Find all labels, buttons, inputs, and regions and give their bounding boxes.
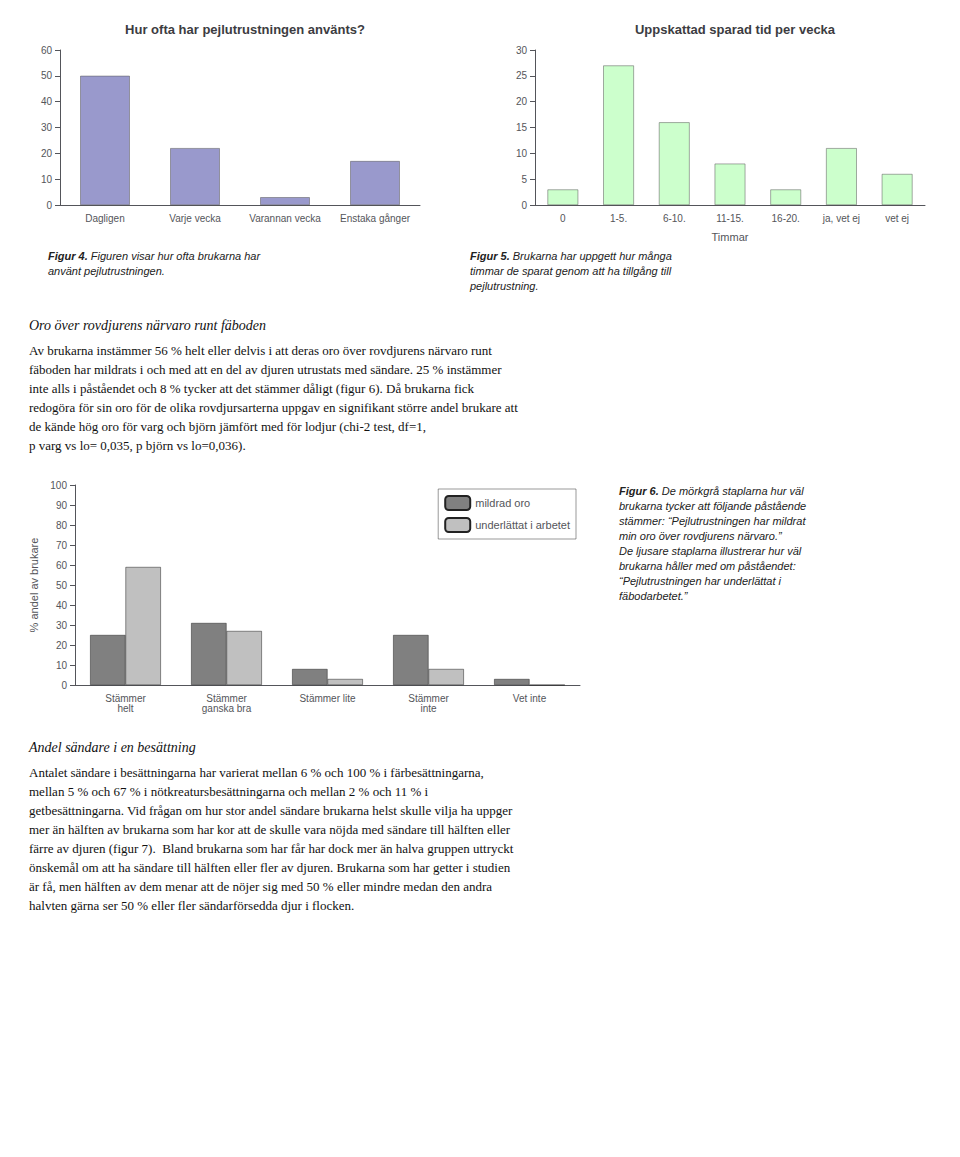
svg-text:fäbodarbetet.”: fäbodarbetet.” [619, 590, 689, 602]
svg-text:Figur 4.: Figur 4. [48, 250, 88, 262]
svg-text:mellan 5 % och 67 % i nötkreat: mellan 5 % och 67 % i nötkreatursbesättn… [29, 784, 429, 799]
svg-text:mer än hälften av brukarna som: mer än hälften av brukarna som har kor a… [29, 822, 511, 837]
svg-text:Dagligen: Dagligen [85, 213, 124, 224]
svg-text:stämmer: “Pejlutrustningen har: stämmer: “Pejlutrustningen har mildrat [619, 515, 806, 527]
svg-text:Varannan vecka: Varannan vecka [249, 213, 321, 224]
svg-text:% andel av brukare: % andel av brukare [28, 538, 40, 633]
svg-text:10: 10 [41, 174, 53, 185]
svg-text:önskemål om att ha sändare til: önskemål om att ha sändare till hälften … [29, 860, 511, 875]
svg-text:mildrad oro: mildrad oro [475, 497, 530, 509]
svg-text:fäboden har mildrats i och med: fäboden har mildrats i och med att en de… [29, 362, 502, 377]
svg-text:Oro över rovdjurens närvaro ru: Oro över rovdjurens närvaro runt fäboden [29, 318, 266, 333]
svg-text:10: 10 [516, 148, 528, 159]
svg-text:inte: inte [420, 703, 437, 714]
svg-text:60: 60 [56, 560, 68, 571]
svg-text:Stämmer: Stämmer [206, 692, 247, 704]
svg-text:Timmar: Timmar [712, 231, 749, 243]
svg-text:0: 0 [560, 213, 566, 224]
svg-text:Stämmer lite: Stämmer lite [299, 693, 356, 704]
svg-text:ja, vet ej: ja, vet ej [822, 213, 860, 224]
svg-text:brukarna håller med om påståen: brukarna håller med om påståendet: [619, 560, 796, 572]
svg-text:16-20.: 16-20. [772, 213, 800, 224]
svg-text:getbesättningarna. Vid frågan: getbesättningarna. Vid frågan om hur sto… [29, 803, 513, 818]
svg-text:brukarna tycker att följande p: brukarna tycker att följande påstående [619, 500, 806, 512]
svg-text:60: 60 [41, 45, 53, 56]
svg-text:De ljusare staplarna illustrer: De ljusare staplarna illustrerar hur väl [619, 545, 802, 557]
svg-text:0: 0 [46, 200, 52, 211]
svg-text:färre av djuren (figur 7). Bl: färre av djuren (figur 7). Bland brukarn… [29, 841, 514, 856]
svg-text:70: 70 [56, 540, 68, 551]
svg-text:1-5.: 1-5. [610, 213, 627, 224]
svg-text:6-10.: 6-10. [663, 213, 686, 224]
svg-text:100: 100 [50, 480, 67, 491]
svg-text:“Pejlutrustningen har underlät: “Pejlutrustningen har underlättat i [619, 575, 782, 587]
svg-text:30: 30 [41, 122, 53, 133]
svg-text:11-15.: 11-15. [716, 213, 744, 224]
svg-text:25: 25 [516, 70, 528, 81]
svg-text:Vet inte: Vet inte [513, 693, 547, 704]
svg-text:Andel sändare i en besättning: Andel sändare i en besättning [28, 740, 196, 755]
svg-text:40: 40 [41, 96, 53, 107]
svg-text:de kände hög oro för varg och: de kände hög oro för varg och björn jämf… [29, 419, 426, 434]
svg-text:Uppskattad sparad tid per veck: Uppskattad sparad tid per vecka [635, 22, 836, 37]
svg-text:Stämmer: Stämmer [408, 692, 449, 704]
svg-text:använt pejlutrustningen.: använt pejlutrustningen. [48, 265, 165, 277]
svg-text:90: 90 [56, 500, 68, 511]
svg-text:80: 80 [56, 520, 68, 531]
svg-text:halvten gärna ser 50 % eller f: halvten gärna ser 50 % eller fler sändar… [29, 898, 354, 913]
svg-text:p varg vs lo= 0,035, p björn v: p varg vs lo= 0,035, p björn vs lo=0,036… [29, 438, 246, 453]
svg-text:20: 20 [516, 96, 528, 107]
svg-text:redogöra för sin oro för de ol: redogöra för sin oro för de olika rovdju… [29, 400, 518, 415]
svg-text:0: 0 [61, 680, 67, 691]
svg-text:20: 20 [41, 148, 53, 159]
svg-text:Stämmer: Stämmer [105, 692, 146, 704]
svg-text:Hur ofta har pejlutrustningen: Hur ofta har pejlutrustningen använts? [125, 22, 365, 37]
svg-text:40: 40 [56, 600, 68, 611]
svg-text:Brukarna har uppgett hur många: Brukarna har uppgett hur många [510, 250, 672, 262]
svg-text:är få, men hälften av dem mena: är få, men hälften av dem menar att de n… [29, 879, 492, 894]
svg-text:vet ej: vet ej [885, 213, 909, 224]
svg-text:Antalet sändare i besättningar: Antalet sändare i besättningarna har var… [29, 765, 484, 780]
svg-text:ganska bra: ganska bra [202, 703, 252, 714]
svg-text:timmar de sparat genom att ha: timmar de sparat genom att ha tillgång t… [470, 265, 672, 277]
svg-text:underlättat i arbetet: underlättat i arbetet [475, 519, 570, 531]
svg-text:15: 15 [516, 122, 528, 133]
svg-text:0: 0 [521, 200, 527, 211]
svg-text:5: 5 [521, 174, 527, 185]
svg-text:inte alls i påståendet och 8 %: inte alls i påståendet och 8 % tycker at… [29, 381, 475, 396]
svg-text:De mörkgrå staplarna hur väl: De mörkgrå staplarna hur väl [659, 485, 804, 497]
svg-text:30: 30 [516, 45, 528, 56]
svg-text:min oro över rovdjurens närvar: min oro över rovdjurens närvaro.” [619, 530, 783, 542]
svg-text:Figuren visar hur ofta brukarn: Figuren visar hur ofta brukarna har [88, 250, 262, 262]
svg-text:Figur 6.: Figur 6. [619, 485, 659, 497]
svg-text:helt: helt [117, 703, 133, 714]
svg-text:30: 30 [56, 620, 68, 631]
svg-text:20: 20 [56, 640, 68, 651]
svg-text:Figur 5.: Figur 5. [470, 250, 510, 262]
svg-text:pejlutrustning.: pejlutrustning. [469, 280, 539, 292]
svg-text:Av brukarna instämmer 56 % hel: Av brukarna instämmer 56 % helt eller de… [29, 343, 492, 358]
svg-text:Enstaka gånger: Enstaka gånger [340, 213, 411, 224]
svg-text:10: 10 [56, 660, 68, 671]
svg-text:Varje vecka: Varje vecka [169, 213, 221, 224]
svg-text:50: 50 [41, 70, 53, 81]
svg-text:50: 50 [56, 580, 68, 591]
